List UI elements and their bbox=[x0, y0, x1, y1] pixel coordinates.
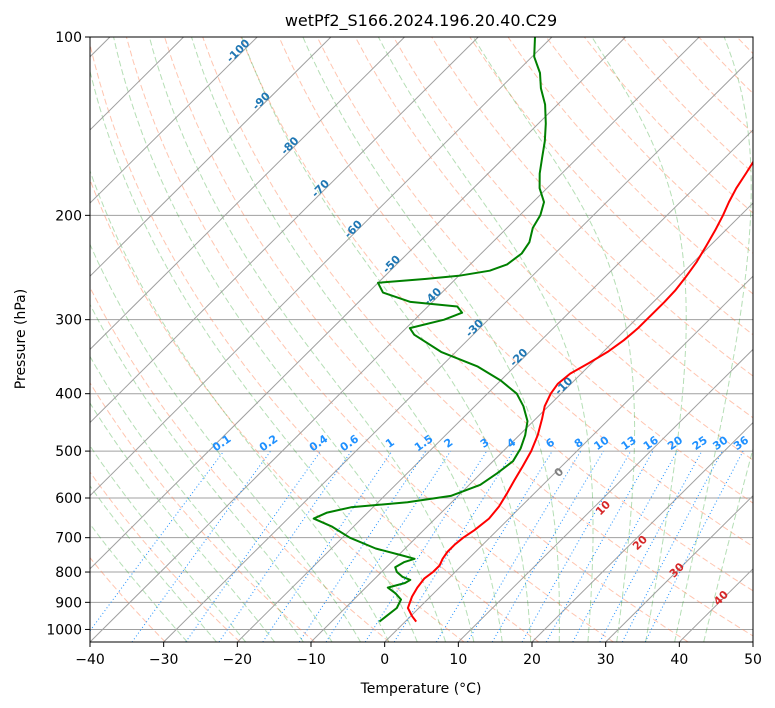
isotherm bbox=[90, 37, 479, 424]
y-tick-label: 1000 bbox=[46, 622, 82, 638]
mixing-ratio-line bbox=[185, 450, 322, 642]
moist-adiabat bbox=[90, 485, 217, 642]
moist-adiabat bbox=[90, 169, 390, 642]
x-tick-label: 30 bbox=[597, 652, 615, 668]
dry-adiabat bbox=[125, 37, 614, 642]
mixing-ratio-line bbox=[599, 450, 703, 642]
moist-adiabat bbox=[377, 37, 594, 642]
x-tick-label: −30 bbox=[149, 652, 179, 668]
isotherm bbox=[384, 275, 753, 642]
mixing-ratio-line bbox=[325, 450, 452, 642]
dry-adiabat bbox=[164, 37, 689, 642]
dry-adiabat bbox=[354, 37, 753, 461]
y-tick-label: 700 bbox=[55, 531, 82, 547]
isotherm bbox=[310, 202, 753, 642]
x-tick-label: 20 bbox=[523, 652, 541, 668]
y-tick-label: 900 bbox=[55, 595, 82, 611]
sounding-traces bbox=[312, 37, 753, 623]
mixing-ratio-line bbox=[621, 450, 723, 642]
moist-adiabat bbox=[90, 402, 276, 642]
moist-adiabat bbox=[90, 523, 188, 642]
pressure-gridlines bbox=[90, 37, 753, 630]
dry-adiabat bbox=[90, 286, 390, 642]
y-tick-label: 800 bbox=[55, 565, 82, 581]
x-tick-label: 40 bbox=[670, 652, 688, 668]
moist-adiabat bbox=[148, 37, 475, 642]
y-tick-label: 300 bbox=[55, 313, 82, 329]
isotherm bbox=[457, 348, 753, 642]
x-tick-label: −10 bbox=[296, 652, 326, 668]
moist-adiabat bbox=[90, 69, 418, 642]
mixing-ratio-line bbox=[131, 450, 272, 642]
x-tick-label: 50 bbox=[744, 652, 762, 668]
dry-adiabat bbox=[90, 381, 316, 642]
isotherm bbox=[90, 37, 405, 351]
x-axis-title: Temperature (°C) bbox=[360, 681, 482, 697]
moist-adiabat bbox=[674, 37, 752, 642]
mixing-ratio-line bbox=[545, 450, 654, 642]
axes: −40 −30 −20 −10 0 10 20 30 40 50 100 200 300 400 500 60… bbox=[46, 30, 762, 668]
mixing-ratio-line bbox=[262, 450, 393, 642]
isotherm bbox=[531, 421, 753, 642]
x-tick-label: 0 bbox=[380, 652, 389, 668]
x-tick-label: −40 bbox=[75, 652, 105, 668]
dry-adiabat bbox=[393, 37, 753, 419]
moist-adiabat bbox=[472, 37, 636, 642]
dry-adiabat bbox=[90, 471, 241, 642]
moist-adiabat bbox=[90, 355, 304, 642]
x-tick-label: −20 bbox=[223, 652, 253, 668]
x-tick-label: 10 bbox=[449, 652, 467, 668]
y-axis-title: Pressure (hPa) bbox=[13, 289, 29, 389]
dry-adiabat bbox=[90, 556, 166, 642]
dry-adiabat bbox=[431, 37, 753, 377]
moist-adiabat bbox=[591, 37, 687, 642]
moist-adiabat bbox=[90, 445, 247, 642]
mixing-ratio-line bbox=[298, 450, 427, 642]
y-tick-label: 200 bbox=[55, 208, 82, 224]
y-tick-label: 400 bbox=[55, 387, 82, 403]
dry-adiabat bbox=[278, 37, 753, 548]
isotherm bbox=[90, 37, 332, 277]
isotherms bbox=[90, 37, 753, 642]
dry-adiabat bbox=[316, 37, 753, 504]
dewpoint-trace bbox=[312, 37, 547, 623]
temperature-trace bbox=[406, 160, 753, 623]
chart-title: wetPf2_S166.2024.196.20.40.C29 bbox=[285, 11, 557, 31]
mixing-ratio-line bbox=[218, 450, 352, 642]
dry-adiabat bbox=[507, 37, 753, 295]
mixing-ratio-lines bbox=[90, 450, 744, 642]
plot-frame bbox=[89, 36, 754, 643]
y-tick-label: 600 bbox=[55, 491, 82, 507]
isotherm bbox=[236, 129, 753, 642]
isotherm bbox=[90, 37, 700, 642]
isotherm bbox=[90, 37, 626, 570]
y-tick-label: 100 bbox=[55, 30, 82, 46]
moist-adiabat bbox=[113, 37, 447, 642]
moist-adiabat bbox=[302, 37, 560, 642]
isotherm bbox=[605, 494, 753, 642]
y-tick-label: 500 bbox=[55, 444, 82, 460]
mixing-ratio-line bbox=[393, 450, 514, 642]
isotherm bbox=[90, 37, 553, 497]
mixing-ratio-line bbox=[435, 450, 553, 642]
dry-adiabat bbox=[90, 42, 540, 642]
isotherm bbox=[90, 37, 258, 204]
isotherm bbox=[163, 56, 753, 642]
